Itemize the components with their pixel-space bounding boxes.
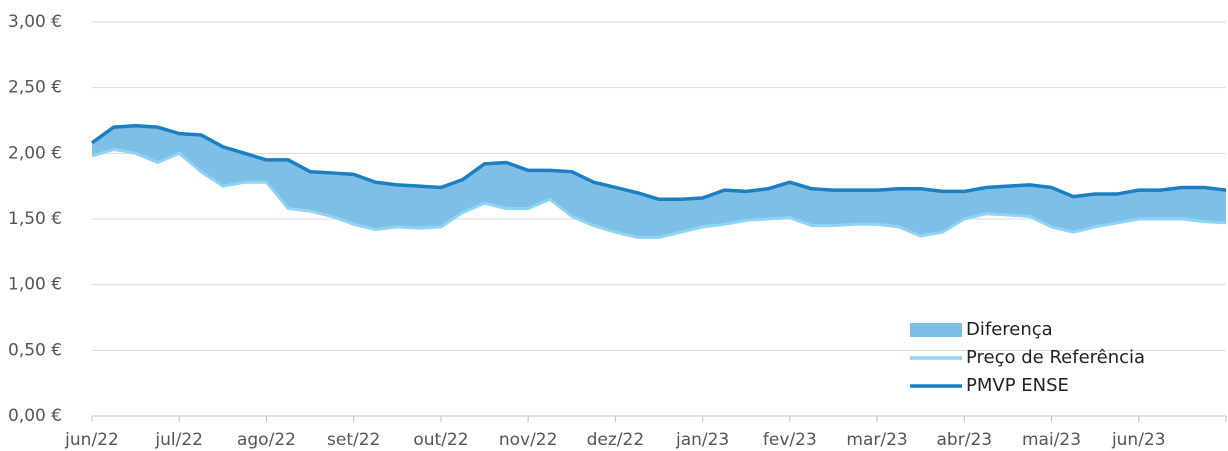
- x-tick-label: set/22: [327, 430, 380, 450]
- x-tick-label: abr/23: [937, 430, 993, 450]
- y-tick-label: 1,00 €: [8, 275, 62, 295]
- x-tick-label: mai/23: [1022, 430, 1081, 450]
- x-tick-label: jun/22: [64, 430, 119, 450]
- y-tick-label: 2,00 €: [8, 143, 62, 163]
- y-tick-label: 0,50 €: [8, 340, 62, 360]
- difference-area: [92, 125, 1226, 238]
- x-tick-label: jan/23: [675, 430, 729, 450]
- x-tick-label: jul/22: [154, 430, 203, 450]
- legend-label: Preço de Referência: [966, 347, 1145, 368]
- x-tick-label: dez/22: [587, 430, 645, 450]
- legend: Diferença Preço de Referência PMVP ENSE: [910, 319, 1145, 396]
- y-tick-label: 0,00 €: [8, 406, 62, 426]
- x-tick-label: out/22: [413, 430, 468, 450]
- legend-swatch: [910, 323, 962, 337]
- legend-label: Diferença: [966, 319, 1053, 340]
- y-tick-label: 2,50 €: [8, 78, 62, 98]
- x-tick-label: jun/23: [1111, 430, 1166, 450]
- legend-label: PMVP ENSE: [966, 375, 1069, 396]
- x-tick-label: fev/23: [763, 430, 817, 450]
- x-tick-label: ago/22: [237, 430, 296, 450]
- y-tick-label: 3,00 €: [8, 12, 62, 32]
- y-tick-label: 1,50 €: [8, 209, 62, 229]
- series-line: [90, 124, 1227, 202]
- series-line: [91, 147, 1227, 239]
- x-tick-label: mar/23: [846, 430, 907, 450]
- x-tick-label: nov/22: [499, 430, 558, 450]
